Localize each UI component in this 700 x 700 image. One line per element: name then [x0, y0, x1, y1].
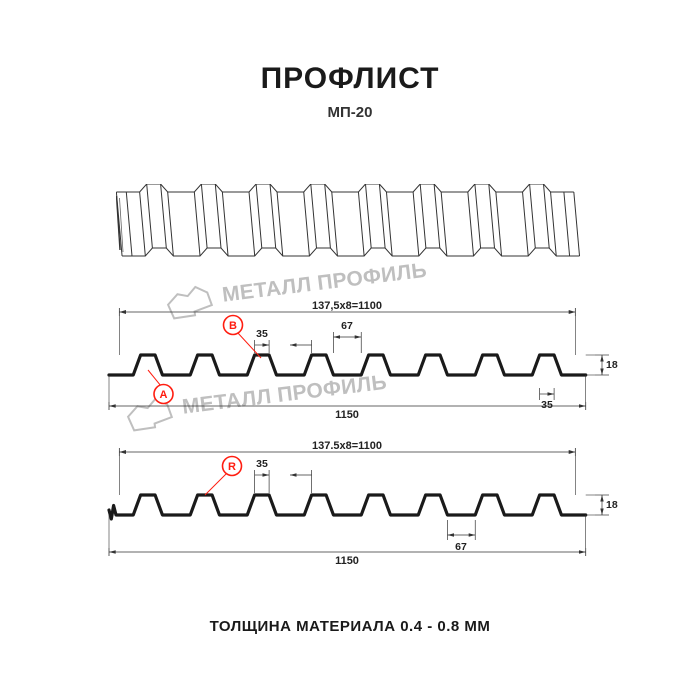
svg-text:35: 35: [541, 399, 553, 411]
svg-text:18: 18: [606, 499, 618, 511]
svg-text:A: A: [160, 389, 168, 401]
svg-text:67: 67: [341, 320, 353, 332]
svg-text:B: B: [229, 320, 237, 332]
svg-text:35: 35: [256, 458, 268, 470]
svg-text:1150: 1150: [335, 409, 359, 420]
svg-text:35: 35: [256, 328, 268, 340]
svg-text:137,5x8=1100: 137,5x8=1100: [312, 300, 382, 312]
svg-text:137.5x8=1100: 137.5x8=1100: [312, 440, 382, 452]
svg-text:67: 67: [455, 541, 467, 553]
svg-text:18: 18: [606, 359, 618, 371]
svg-text:1150: 1150: [335, 555, 359, 567]
svg-text:R: R: [228, 461, 236, 473]
